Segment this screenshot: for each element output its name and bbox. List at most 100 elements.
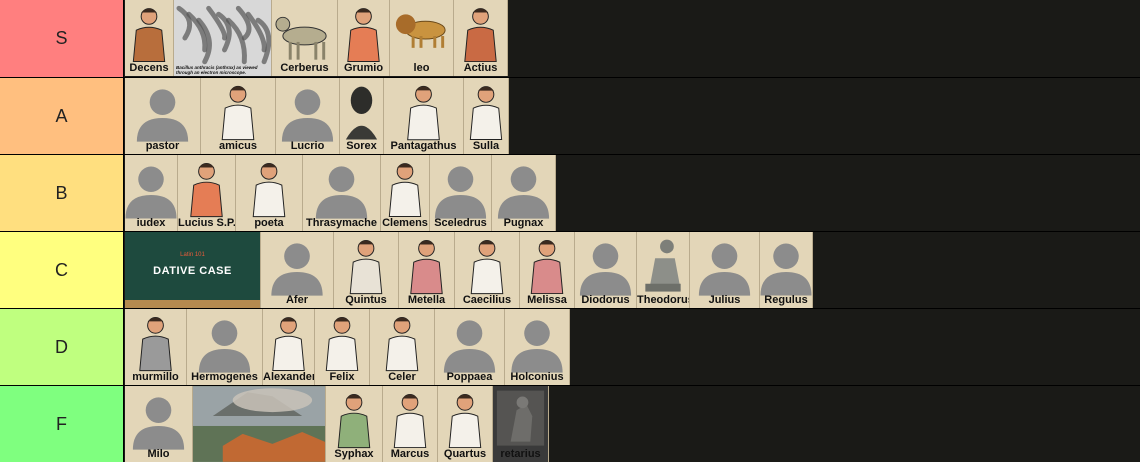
- tier-item-card[interactable]: Caecilius: [455, 232, 520, 308]
- character-name: Afer: [285, 294, 308, 306]
- silhouette-icon: [579, 243, 632, 296]
- character-name: Hermogenes: [191, 371, 258, 383]
- character-name: Lucrio: [290, 140, 325, 152]
- tier-item-card[interactable]: Clemens: [381, 155, 430, 231]
- silhouette-icon: [434, 166, 487, 219]
- tier-label[interactable]: C: [0, 232, 124, 308]
- tier-item-card[interactable]: Pantagathus: [384, 78, 464, 154]
- merchant-figure-icon: [337, 394, 371, 449]
- tier-label[interactable]: S: [0, 0, 124, 77]
- character-name: Poppaea: [446, 371, 493, 383]
- character-name: Felix: [329, 371, 355, 383]
- tier-row-c: C Latin 101 DATIVE CASE Afer Quintus Metella C…: [0, 231, 1140, 308]
- silhouette-icon: [281, 89, 334, 142]
- reclining-figure-icon: [349, 239, 383, 295]
- wolf-figure-icon: [132, 8, 166, 62]
- tier-item-card[interactable]: Poppaea: [435, 309, 505, 385]
- tier-item-card[interactable]: retarius: [493, 386, 549, 462]
- character-name: Decens: [129, 62, 169, 74]
- tier-item-card[interactable]: Decens: [125, 0, 174, 76]
- tier-items[interactable]: murmillo Hermogenes Alexander Felix Celer Pop…: [124, 309, 1140, 385]
- tier-items[interactable]: iudex Lucius S.P. poeta Thrasymache Clemens S…: [124, 155, 1140, 231]
- tier-item-card[interactable]: Holconius: [505, 309, 570, 385]
- stone-relief-icon: [496, 390, 545, 446]
- silhouette-icon: [497, 166, 550, 219]
- tier-item-card[interactable]: Actius: [454, 0, 508, 76]
- tier-item-card[interactable]: Melissa: [520, 232, 575, 308]
- slave-figure-icon: [347, 8, 380, 63]
- tier-item-card[interactable]: pastor: [125, 78, 201, 154]
- character-name: leo: [413, 62, 430, 74]
- character-name: Syphax: [334, 448, 374, 460]
- tier-label[interactable]: F: [0, 386, 124, 462]
- character-name: Sulla: [472, 140, 500, 152]
- tier-item-card[interactable]: Bacillus anthracis (anthrax) as viewed t…: [174, 0, 272, 76]
- tier-label[interactable]: D: [0, 309, 124, 385]
- toga-figure-icon: [469, 86, 503, 140]
- character-name: Holconius: [510, 371, 564, 383]
- tier-items[interactable]: pastor amicus Lucrio Sorex Pantagathus Sulla: [124, 78, 1140, 154]
- tier-item-card[interactable]: Milo: [125, 386, 193, 462]
- tier-label[interactable]: B: [0, 155, 124, 231]
- tier-items[interactable]: Latin 101 DATIVE CASE Afer Quintus Metella Ca…: [124, 232, 1140, 308]
- tier-item-card[interactable]: Sceledrus: [430, 155, 492, 231]
- character-name: Diodorus: [581, 294, 630, 306]
- pointing-figure-icon: [385, 316, 419, 372]
- tier-item-card[interactable]: Sorex: [340, 78, 384, 154]
- tier-item-card[interactable]: Felix: [315, 309, 370, 385]
- tier-item-card[interactable]: Lucrio: [276, 78, 340, 154]
- character-name: Lucius S.P.: [178, 217, 236, 229]
- tier-item-card[interactable]: murmillo: [125, 309, 187, 385]
- character-name: Milo: [147, 448, 170, 460]
- volcano-eruption-icon: [193, 386, 325, 462]
- character-name: poeta: [254, 217, 284, 229]
- tier-item-card[interactable]: Quintus: [334, 232, 399, 308]
- tier-item-card[interactable]: Celer: [370, 309, 435, 385]
- tier-item-card[interactable]: Pugnax: [492, 155, 556, 231]
- tier-item-card[interactable]: Afer: [261, 232, 334, 308]
- microscope-photo-icon: [176, 5, 271, 65]
- character-name: retarius: [500, 448, 541, 460]
- character-name: Grumio: [343, 62, 384, 74]
- tier-item-card[interactable]: Cerberus: [272, 0, 338, 76]
- character-name: amicus: [219, 140, 257, 152]
- tier-item-card[interactable]: Hermogenes: [187, 309, 263, 385]
- tier-label[interactable]: A: [0, 78, 124, 154]
- character-name: Theodorus: [637, 294, 690, 306]
- tier-item-card[interactable]: poeta: [236, 155, 303, 231]
- silhouette-icon: [760, 243, 812, 296]
- tier-item-card[interactable]: Theodorus: [637, 232, 690, 308]
- tier-item-card[interactable]: Sulla: [464, 78, 509, 154]
- tier-item-card[interactable]: Marcus: [383, 386, 438, 462]
- tier-item-card[interactable]: Syphax: [326, 386, 383, 462]
- character-name: Cerberus: [280, 62, 329, 74]
- tier-item-card[interactable]: Alexander: [263, 309, 315, 385]
- tier-items[interactable]: Decens Bacillus anthracis (anthrax) as vi…: [124, 0, 1140, 77]
- tier-item-card[interactable]: Latin 101 DATIVE CASE: [125, 232, 261, 308]
- silhouette-icon: [125, 166, 177, 219]
- tier-item-card[interactable]: Julius: [690, 232, 760, 308]
- tier-item-card[interactable]: iudex: [125, 155, 178, 231]
- tier-row-s: S Decens Bacillus anthracis (anthrax) as v…: [0, 0, 1140, 77]
- character-name: Julius: [708, 294, 741, 306]
- tier-item-card[interactable]: Thrasymache: [303, 155, 381, 231]
- tier-items[interactable]: Milo Syphax Marcus Quartus retarius: [124, 386, 1140, 462]
- toga-figure-icon: [221, 85, 255, 141]
- character-name: Quartus: [443, 448, 487, 460]
- tier-item-card[interactable]: Diodorus: [575, 232, 637, 308]
- tier-item-card[interactable]: leo: [390, 0, 454, 76]
- tier-item-card[interactable]: Metella: [399, 232, 455, 308]
- chalkboard-icon: [125, 300, 260, 308]
- character-name: Sceledrus: [434, 217, 487, 229]
- tier-item-card[interactable]: Grumio: [338, 0, 390, 76]
- silhouette-icon: [443, 320, 496, 373]
- tier-item-card[interactable]: [193, 386, 326, 462]
- tier-item-card[interactable]: Lucius S.P.: [178, 155, 236, 231]
- boy-figure-icon: [272, 317, 305, 372]
- boy-figure-icon: [448, 394, 482, 449]
- tier-item-card[interactable]: Regulus: [760, 232, 813, 308]
- tier-item-card[interactable]: Quartus: [438, 386, 493, 462]
- boy-figure-icon: [393, 394, 427, 449]
- tier-item-card[interactable]: amicus: [201, 78, 276, 154]
